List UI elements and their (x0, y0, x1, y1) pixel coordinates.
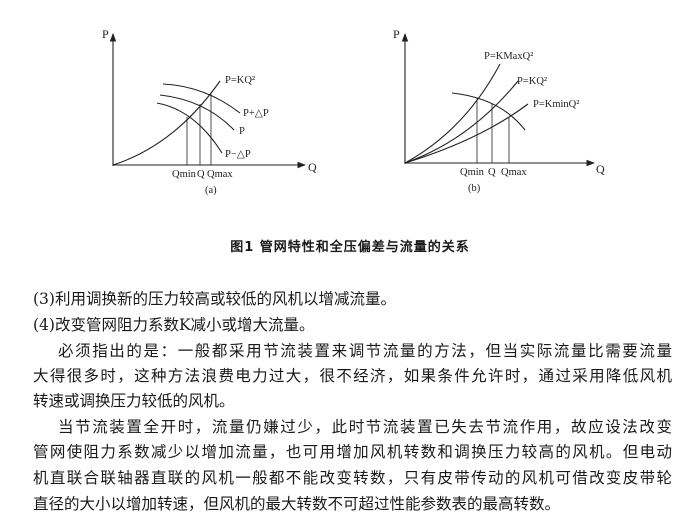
a-system-curve-label: P=KQ² (225, 75, 255, 86)
b-kmax-label: P=KMaxQ² (484, 51, 533, 62)
a-mid-curve-label: P (239, 126, 245, 137)
b-panel-label: (b) (468, 183, 481, 194)
fan-curve-mid (159, 94, 235, 131)
kmin-curve (404, 103, 529, 164)
body-line: 管网使阻力系数减少以增加流量，也可用增加风机转数和调换压力较高的风机。但电动 (33, 443, 672, 461)
diagram-a (109, 32, 307, 169)
b-q-label: Q (488, 167, 496, 178)
a-q-label: Q (197, 169, 205, 180)
system-curve (112, 80, 221, 166)
b-qmin-label: Qmin (460, 167, 485, 178)
fan-curve-lower (156, 102, 223, 154)
fan-curve (451, 92, 526, 131)
kmax-curve (404, 63, 501, 164)
diagram-b (401, 32, 596, 167)
a-qmax-label: Qmax (207, 169, 233, 180)
b-q-axis-label: Q (596, 162, 605, 176)
body-line: 当节流装置全开时，流量仍嫌过少，此时节流装置已失去节流作用，故应设法改变 (58, 418, 672, 436)
b-p-axis-label: P (393, 27, 400, 41)
fan-curve-upper (162, 83, 241, 114)
a-qmin-label: Qmin (172, 169, 197, 180)
body-line: 直径的大小以增加转速，但风机的最大转数不可超过性能参数表的最高转数。 (33, 495, 561, 513)
a-lower-curve-label: P−△P (225, 149, 251, 160)
body-line: 转速或调换压力较低的风机。 (33, 392, 235, 410)
a-panel-label: (a) (205, 185, 217, 196)
k-curve (404, 80, 519, 164)
b-k-label: P=KQ² (517, 76, 547, 87)
figure-caption: 图1 管网特性和全压偏差与流量的关系 (230, 240, 470, 255)
body-line: 大得很多时，这种方法浪费电力过大，很不经济，如果条件允许时，通过采用降低风机 (33, 367, 672, 385)
figure-diagrams: P Q P=KQ² P+△P P P−△P Qmin Q Qmax (a) P … (102, 27, 605, 196)
a-q-axis-label: Q (308, 160, 317, 174)
a-upper-curve-label: P+△P (243, 108, 269, 119)
body-line: (4)改变管网阻力系数K减小或增大流量。 (33, 316, 315, 334)
body-line: (3)利用调换新的压力较高或较低的风机以增减流量。 (33, 290, 396, 308)
a-p-axis-label: P (102, 27, 109, 41)
b-kmin-label: P=KminQ² (533, 99, 579, 110)
body-line: 必须指出的是：一般都采用节流装置来调节流量的方法，但当实际流量比需要流量 (58, 342, 672, 360)
b-qmax-label: Qmax (501, 167, 527, 178)
body-line: 机直联合联轴器直联的风机一般都不能改变转数，只有皮带传动的风机可借改变皮带轮 (33, 469, 672, 487)
